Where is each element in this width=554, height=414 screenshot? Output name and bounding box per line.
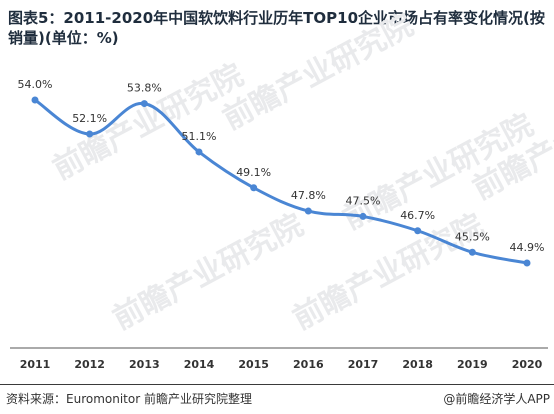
line-chart: 前瞻产业研究院前瞻产业研究院前瞻产业研究院前瞻产业研究院前瞻产业研究院前瞻产业研… [10,8,554,371]
data-point [195,148,203,156]
data-label: 51.1% [182,130,217,143]
data-label: 52.1% [72,112,107,125]
watermark-text: 前瞻产业研究院 [217,8,419,137]
data-point [468,248,476,256]
data-point [250,184,258,192]
watermark-layer: 前瞻产业研究院前瞻产业研究院前瞻产业研究院前瞻产业研究院前瞻产业研究院前瞻产业研… [47,8,554,337]
data-label: 46.7% [400,209,435,222]
x-tick-label: 2018 [402,358,433,371]
watermark-text: 前瞻产业研究院 [107,208,309,337]
x-tick-label: 2020 [512,358,543,371]
data-point [414,227,422,235]
x-tick-label: 2013 [129,358,160,371]
x-tick-label: 2015 [238,358,269,371]
footer-divider [0,384,554,385]
x-tick-label: 2011 [20,358,51,371]
data-label: 53.8% [127,82,162,95]
x-tick-label: 2019 [457,358,488,371]
data-label: 47.5% [346,194,381,207]
data-label: 45.5% [455,230,490,243]
credit-note: @前瞻经济学人APP [443,392,550,406]
data-label: 49.1% [236,166,271,179]
watermark-text: 前瞻产业研究院 [287,208,489,337]
data-label: 47.8% [291,189,326,202]
data-labels: 54.0% 52.1% 53.8% 51.1% 49.1% 47.8% 47.5% 46.7%… [18,78,545,254]
x-tick-labels: 2011 2012 2013 2014 2015 2016 2017 2018 2019 2020 [20,358,543,371]
x-tick-label: 2017 [348,358,379,371]
series-line [33,98,529,265]
x-tick-label: 2012 [74,358,105,371]
data-point [304,207,312,215]
footer: 资料来源：Euromonitor 前瞻产业研究院整理 @前瞻经济学人APP [0,384,554,414]
data-points [31,96,531,267]
data-point [86,130,94,138]
source-note: 资料来源：Euromonitor 前瞻产业研究院整理 [6,392,252,406]
data-point [359,212,367,220]
chart-title: 图表5：2011-2020年中国软饮料行业历年TOP10企业市场占有率变化情况(… [8,9,545,47]
data-label: 54.0% [18,78,53,91]
x-tick-label: 2014 [184,358,215,371]
data-point [523,259,531,267]
data-label: 44.9% [510,241,545,254]
x-tick-label: 2016 [293,358,324,371]
data-point [140,100,148,108]
data-point [31,96,39,104]
